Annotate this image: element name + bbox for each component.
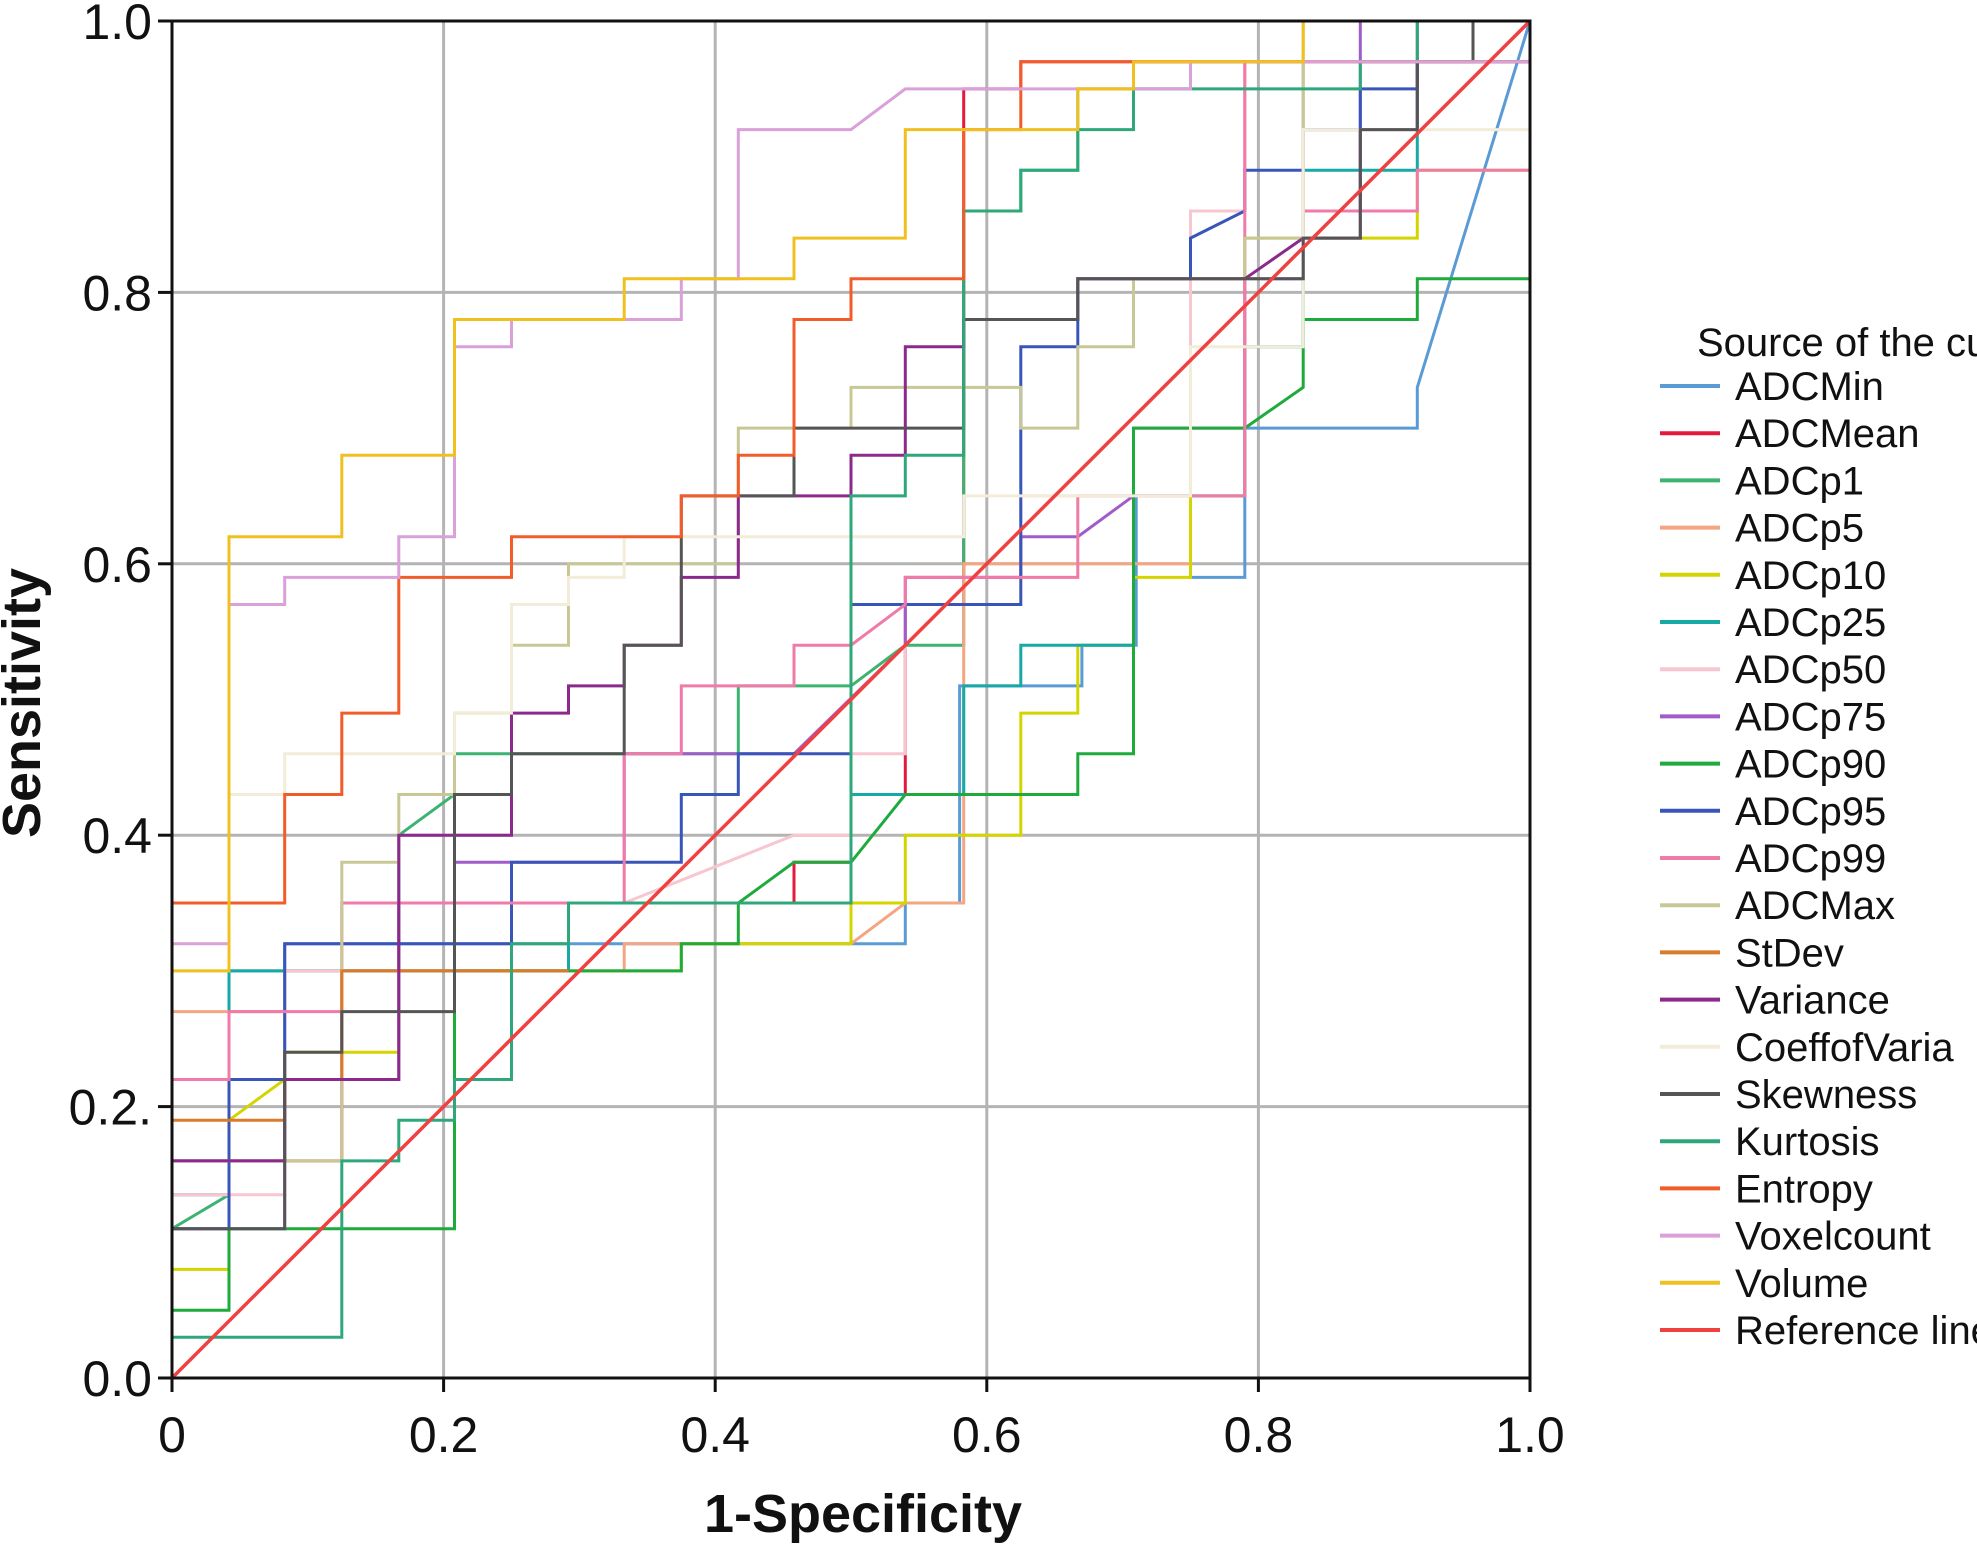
y-tick-label: 0.2. (69, 1080, 152, 1136)
legend-label: ADCp90 (1735, 743, 1886, 787)
legend-label: ADCMean (1735, 412, 1920, 456)
y-tick-label: 1.0 (82, 0, 152, 50)
series-coeffofvaria (170, 21, 1532, 1378)
legend-label: ADCp1 (1735, 459, 1864, 503)
legend-label: Reference line (1735, 1309, 1977, 1353)
x-tick-label: 0.6 (952, 1407, 1022, 1463)
plot-frame (170, 19, 1532, 1380)
x-tick-label: 1.0 (1495, 1407, 1565, 1463)
x-axis-title: 1-Specificity (704, 1484, 1022, 1544)
legend-label: ADCp75 (1735, 695, 1886, 739)
y-tick-label: 0.4 (82, 808, 152, 864)
x-tick-label: 0 (158, 1407, 186, 1463)
x-tick-label: 0.4 (680, 1407, 750, 1463)
series-adcp50 (170, 21, 1532, 1378)
legend-label: ADCp10 (1735, 554, 1886, 598)
legend-title: Source of the curve (1697, 321, 1977, 365)
legend-label: ADCMin (1735, 365, 1884, 409)
x-tick-label: 0.2 (409, 1407, 479, 1463)
legend-label: Volume (1735, 1262, 1868, 1306)
legend-label: Skewness (1735, 1073, 1917, 1117)
y-tick-label: 0.0 (82, 1351, 152, 1407)
legend-label: ADCp50 (1735, 648, 1886, 692)
legend: Source of the curve ADCMinADCMeanADCp1AD… (1660, 321, 1977, 1353)
legend-label: ADCp99 (1735, 837, 1886, 881)
legend-label: CoeffofVaria (1735, 1026, 1954, 1070)
legend-label: Variance (1735, 979, 1890, 1023)
y-tick-labels: 0.0 0.2. 0.4 0.6 0.8 1.0 (69, 0, 152, 1407)
series-adcp95 (170, 21, 1532, 1378)
x-tick-labels: 0 0.2 0.4 0.6 0.8 1.0 (158, 1407, 1565, 1463)
axes (158, 19, 1532, 1392)
y-tick-label: 0.6 (82, 537, 152, 593)
x-tick-label: 0.8 (1224, 1407, 1294, 1463)
legend-label: Entropy (1735, 1167, 1873, 1211)
legend-label: ADCMax (1735, 884, 1895, 928)
legend-label: Kurtosis (1735, 1120, 1880, 1164)
series-skewness (170, 19, 1530, 1378)
legend-label: ADCp25 (1735, 601, 1886, 645)
legend-label: ADCp5 (1735, 507, 1864, 551)
roc-curves (170, 19, 1532, 1380)
y-tick-label: 0.8 (82, 265, 152, 321)
legend-label: Voxelcount (1735, 1215, 1931, 1259)
y-axis-title: Sensitivity (0, 568, 52, 838)
series-reference-line (170, 19, 1532, 1380)
legend-label: ADCp95 (1735, 790, 1886, 834)
series-volume (170, 19, 1530, 1378)
legend-label: StDev (1735, 931, 1844, 975)
